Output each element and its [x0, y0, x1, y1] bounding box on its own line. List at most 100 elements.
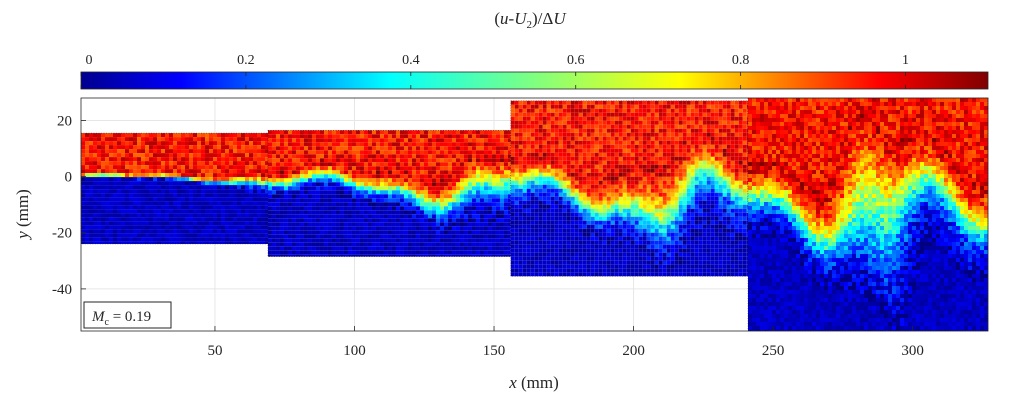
- field-cell: [129, 173, 133, 178]
- field-cell: [483, 138, 488, 143]
- field-cell: [447, 130, 452, 135]
- field-cell: [475, 202, 480, 207]
- field-cell: [265, 137, 268, 142]
- field-cell: [359, 238, 364, 243]
- field-cell: [702, 128, 707, 133]
- field-cell: [483, 234, 488, 239]
- field-cell: [487, 174, 492, 179]
- field-cell: [315, 154, 320, 159]
- field-cell: [113, 141, 117, 146]
- field-cell: [471, 210, 476, 215]
- field-cell: [495, 146, 500, 151]
- field-cell: [602, 208, 607, 213]
- field-cell: [634, 172, 639, 177]
- field-cell: [271, 222, 276, 227]
- field-cell: [193, 133, 197, 138]
- field-cell: [618, 132, 623, 137]
- field-cell: [602, 172, 607, 177]
- field-cell: [105, 233, 109, 238]
- field-cell: [157, 173, 161, 178]
- field-cell: [291, 194, 296, 199]
- field-cell: [391, 214, 396, 219]
- field-cell: [335, 222, 340, 227]
- field-cell: [722, 108, 727, 113]
- field-cell: [185, 185, 189, 190]
- field-cell: [443, 138, 448, 143]
- field-cell: [279, 190, 284, 195]
- field-cell: [510, 172, 515, 177]
- field-cell: [85, 233, 89, 238]
- field-cell: [598, 176, 603, 181]
- field-cell: [507, 182, 511, 187]
- field-cell: [275, 210, 280, 215]
- field-cell: [335, 154, 340, 159]
- field-cell: [439, 250, 444, 255]
- field-cell: [121, 137, 125, 142]
- field-cell: [562, 144, 567, 149]
- field-cell: [487, 170, 492, 175]
- field-cell: [702, 192, 707, 197]
- field-cell: [566, 132, 571, 137]
- field-cell: [335, 182, 340, 187]
- field-cell: [574, 108, 579, 113]
- field-cell: [367, 238, 372, 243]
- field-cell: [387, 170, 392, 175]
- field-cell: [189, 193, 193, 198]
- field-cell: [315, 238, 320, 243]
- field-cell: [614, 200, 619, 205]
- field-cell: [534, 208, 539, 213]
- field-cell: [379, 238, 384, 243]
- field-cell: [534, 184, 539, 189]
- field-cell: [447, 190, 452, 195]
- field-cell: [165, 161, 169, 166]
- field-cell: [602, 180, 607, 185]
- field-cell: [189, 217, 193, 222]
- field-cell: [706, 144, 711, 149]
- field-cell: [475, 150, 480, 155]
- field-cell: [339, 186, 344, 191]
- field-cell: [514, 192, 519, 197]
- field-cell: [157, 213, 161, 218]
- field-cell: [367, 170, 372, 175]
- field-cell: [518, 168, 523, 173]
- field-cell: [730, 160, 735, 165]
- field-cell: [618, 136, 623, 141]
- field-cell: [165, 177, 169, 182]
- field-cell: [233, 241, 237, 244]
- field-cell: [375, 170, 380, 175]
- field-cell: [415, 170, 420, 175]
- field-cell: [189, 185, 193, 190]
- field-cell: [411, 166, 416, 171]
- field-cell: [359, 218, 364, 223]
- field-cell: [375, 142, 380, 147]
- field-cell: [598, 160, 603, 165]
- field-cell: [287, 138, 292, 143]
- field-cell: [582, 200, 587, 205]
- field-cell: [303, 250, 308, 255]
- field-cell: [510, 176, 515, 181]
- field-cell: [507, 198, 511, 203]
- field-cell: [491, 166, 496, 171]
- field-cell: [89, 177, 93, 182]
- field-cell: [261, 165, 265, 170]
- field-cell: [359, 170, 364, 175]
- field-cell: [419, 146, 424, 151]
- field-cell: [518, 160, 523, 165]
- field-cell: [323, 174, 328, 179]
- field-cell: [117, 193, 121, 198]
- field-cell: [491, 218, 496, 223]
- field-cell: [710, 144, 715, 149]
- field-cell: [407, 170, 412, 175]
- field-cell: [734, 168, 739, 173]
- field-cell: [323, 246, 328, 251]
- field-cell: [137, 141, 141, 146]
- field-cell: [566, 104, 571, 109]
- field-cell: [431, 202, 436, 207]
- field-cell: [371, 146, 376, 151]
- field-cell: [514, 148, 519, 153]
- field-cell: [626, 104, 631, 109]
- field-cell: [670, 176, 675, 181]
- field-cell: [658, 192, 663, 197]
- field-cell: [447, 170, 452, 175]
- field-cell: [503, 234, 508, 239]
